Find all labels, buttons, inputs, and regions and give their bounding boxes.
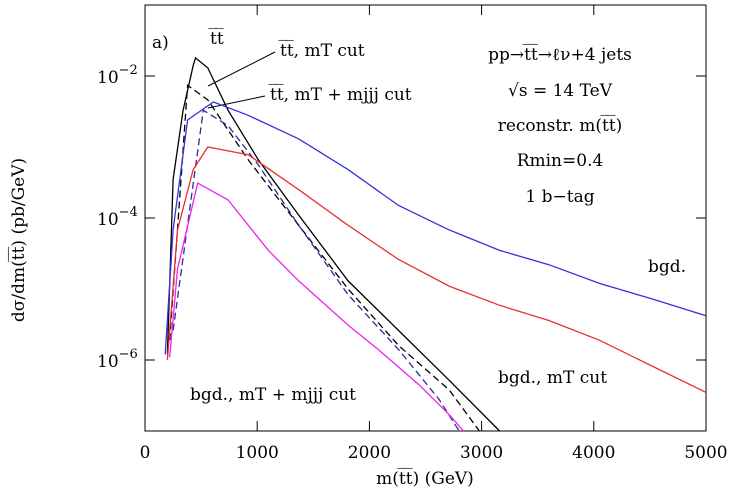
series-line — [169, 182, 465, 432]
y-tick-label: 10−4 — [97, 205, 138, 230]
x-tick-label: 4000 — [572, 443, 615, 463]
annotation: pp→t̅t̅→ℓν+4 jets — [488, 43, 632, 65]
y-axis-label: dσ/dm(t̅t̅) (pb/GeV) — [7, 158, 29, 322]
annotation: reconstr. m(t̅t̅) — [498, 114, 623, 136]
y-tick-label: 10−6 — [97, 347, 138, 372]
series-line — [166, 56, 501, 432]
panel-label: a) — [152, 33, 169, 53]
x-tick-label: 0 — [140, 443, 151, 463]
series-label: t̅t̅, mT + mjjj cut — [268, 83, 412, 105]
series-line — [166, 146, 707, 393]
series-label: bgd., mT cut — [498, 368, 607, 388]
y-tick-label: 10−2 — [97, 63, 138, 88]
series-label: t̅t̅, mT cut — [278, 39, 365, 61]
series-line — [169, 84, 480, 432]
pointer — [207, 95, 266, 109]
pointer-lines — [207, 51, 276, 109]
series-label: bgd., mT + mjjj cut — [190, 385, 356, 405]
pointer — [207, 51, 276, 87]
annotation: 1 b−tag — [525, 187, 594, 207]
series-label: t̅t̅ — [208, 27, 224, 49]
annotation: √s = 14 TeV — [508, 81, 613, 101]
x-axis-label: m(t̅t̅) (GeV) — [376, 467, 474, 489]
y-tick-base: 10 — [97, 68, 119, 88]
x-tick-label: 1000 — [236, 443, 279, 463]
annotation: Rmin=0.4 — [517, 151, 604, 171]
y-tick-exponent: −6 — [119, 347, 138, 362]
series-label: bgd. — [648, 257, 686, 277]
y-tick-exponent: −2 — [119, 63, 138, 78]
x-tick-label: 2000 — [348, 443, 391, 463]
y-tick-base: 10 — [97, 210, 119, 230]
y-tick-exponent: −4 — [119, 205, 138, 220]
series-line — [164, 101, 707, 355]
x-tick-label: 3000 — [460, 443, 503, 463]
y-tick-base: 10 — [97, 352, 119, 372]
series-line — [172, 109, 460, 432]
x-tick-label: 5000 — [684, 443, 727, 463]
